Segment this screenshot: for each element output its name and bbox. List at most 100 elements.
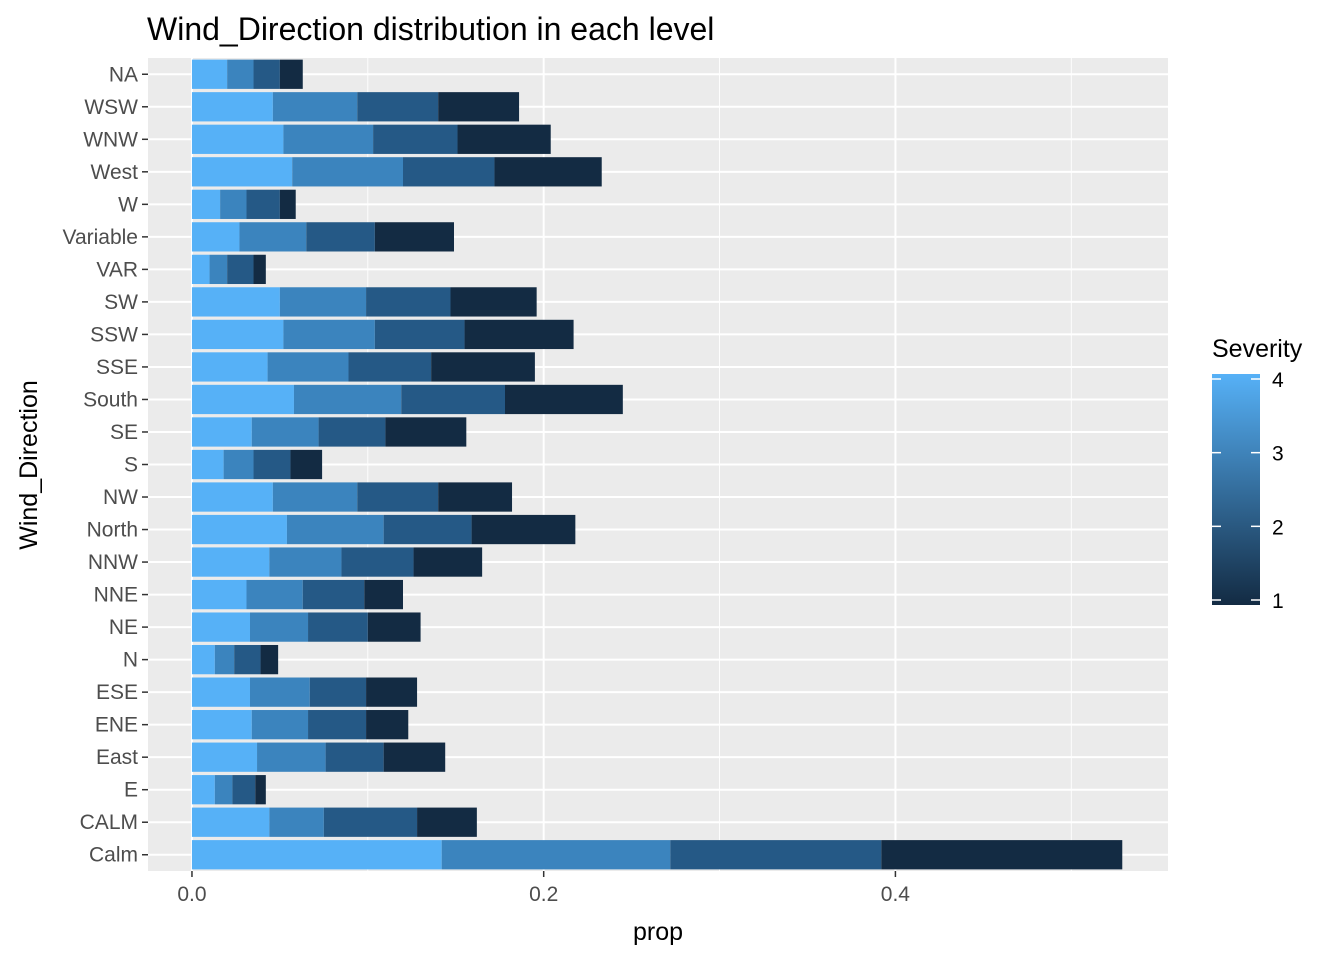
bar-segment: [438, 482, 513, 512]
bar-segment: [191, 449, 224, 480]
bar-segment: [323, 807, 418, 837]
bar-segment: [191, 287, 280, 317]
legend-tick-label: 1: [1272, 590, 1284, 613]
bar-segment: [191, 644, 215, 675]
legend-tick-label: 3: [1272, 443, 1284, 466]
bar-segment: [308, 612, 368, 642]
bar-segment: [267, 352, 349, 382]
bar-segment: [283, 319, 375, 350]
bar-segment: [191, 840, 442, 870]
y-tick-label: NA: [109, 63, 138, 86]
y-tick-label: W: [118, 193, 138, 216]
bar-segment: [255, 775, 266, 805]
legend-title: Severity: [1212, 335, 1303, 363]
bar-segment: [471, 514, 576, 545]
bar-segment: [250, 677, 310, 707]
bar-segment: [272, 482, 358, 512]
bar-segment: [260, 644, 279, 675]
bar-segment: [232, 775, 256, 805]
bar-segment: [290, 449, 323, 480]
y-tick-label: East: [96, 746, 138, 769]
bar-segment: [234, 644, 261, 675]
y-tick-label: NW: [103, 486, 138, 509]
bar-stacks: [191, 59, 1123, 870]
bar-segment: [191, 417, 252, 447]
bar-segment: [191, 579, 247, 610]
legend: Severity 1 2 3 4: [1212, 335, 1303, 613]
bar-segment: [286, 514, 384, 545]
bar-segment: [191, 254, 210, 285]
y-tick-label: NNW: [88, 551, 138, 574]
bar-segment: [253, 449, 291, 480]
bar-segment: [191, 59, 228, 89]
bar-segment: [292, 157, 403, 187]
bar-segment: [374, 222, 454, 252]
bar-segment: [191, 710, 252, 740]
bar-segment: [385, 417, 467, 447]
legend-tick-label: 2: [1272, 516, 1284, 539]
bar-segment: [191, 319, 284, 350]
bar-segment: [505, 384, 623, 415]
bar-segment: [279, 189, 296, 219]
bar-segment: [191, 775, 215, 805]
bar-segment: [413, 547, 483, 577]
bar-segment: [191, 222, 240, 252]
bar-segment: [251, 417, 319, 447]
bar-segment: [438, 92, 520, 122]
bar-segment: [209, 254, 228, 285]
bar-segment: [366, 710, 409, 740]
y-tick-label: CALM: [80, 811, 138, 834]
bar-segment: [357, 482, 439, 512]
bar-segment: [191, 124, 284, 154]
y-tick-label: N: [123, 649, 138, 672]
bar-segment: [670, 840, 882, 870]
bar-segment: [269, 807, 324, 837]
y-tick-label: WSW: [84, 96, 138, 119]
y-tick-label: ESE: [96, 681, 138, 704]
bar-segment: [417, 807, 477, 837]
y-tick-label: WNW: [83, 128, 138, 151]
bar-segment: [251, 710, 309, 740]
legend-ticks: 1 2 3 4: [1212, 369, 1284, 613]
bar-segment: [373, 124, 458, 154]
bar-segment: [272, 92, 358, 122]
bar-segment: [401, 384, 505, 415]
bar-segment: [364, 579, 403, 610]
bar-segment: [348, 352, 432, 382]
bar-segment: [374, 319, 465, 350]
bar-segment: [253, 254, 266, 285]
y-tick-label: E: [124, 779, 138, 802]
y-tick-label: Variable: [63, 226, 139, 249]
bar-segment: [269, 547, 342, 577]
y-tick-label: South: [83, 388, 138, 411]
grid-lines: [148, 58, 1168, 871]
bar-segment: [246, 189, 280, 219]
bar-segment: [441, 840, 671, 870]
bar-segment: [341, 547, 414, 577]
y-tick-label: SSW: [90, 323, 138, 346]
bar-segment: [383, 742, 446, 772]
bar-segment: [881, 840, 1123, 870]
x-tick-label: 0.4: [881, 883, 911, 906]
bar-segment: [367, 612, 421, 642]
bar-segment: [302, 579, 365, 610]
x-tick-label: 0.2: [529, 883, 558, 906]
bar-segment: [246, 579, 303, 610]
bar-segment: [293, 384, 402, 415]
bar-segment: [309, 677, 367, 707]
y-tick-label: North: [87, 519, 138, 542]
y-tick-label: VAR: [96, 258, 138, 281]
bar-segment: [403, 157, 495, 187]
y-tick-label: S: [124, 454, 138, 477]
bar-segment: [191, 547, 270, 577]
bar-segment: [227, 59, 254, 89]
bar-segment: [325, 742, 384, 772]
bar-segment: [191, 189, 221, 219]
bar-segment: [191, 807, 270, 837]
bar-segment: [366, 287, 451, 317]
bar-segment: [366, 677, 418, 707]
y-tick-label: Calm: [89, 844, 138, 867]
y-tick-label: SSE: [96, 356, 138, 379]
legend-tick-label: 4: [1272, 369, 1284, 392]
